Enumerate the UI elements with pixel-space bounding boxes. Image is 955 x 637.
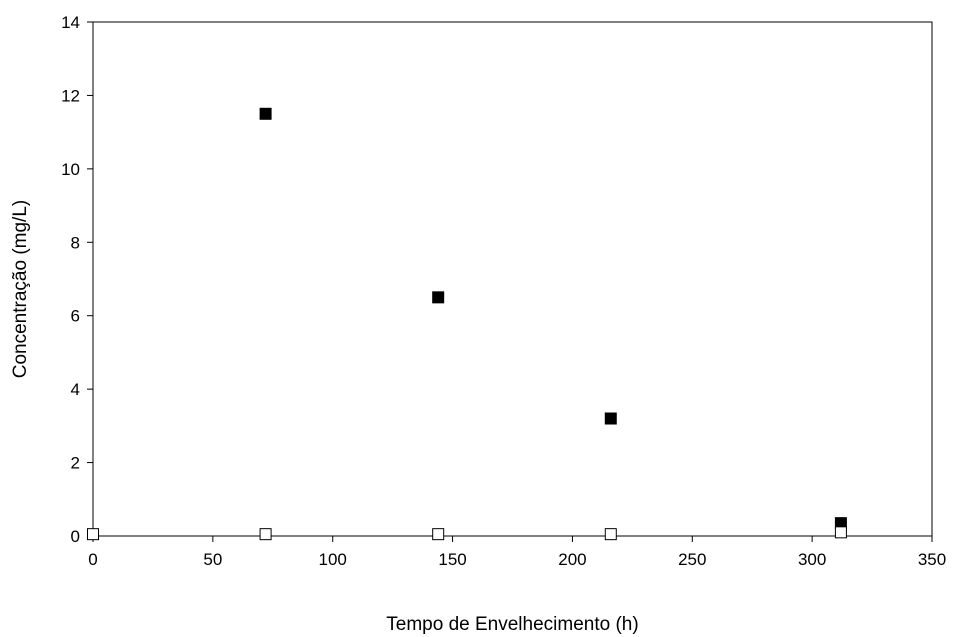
x-tick-label: 0: [88, 550, 97, 569]
x-axis-title: Tempo de Envelhecimento (h): [386, 614, 638, 635]
x-tick-label: 100: [319, 550, 347, 569]
y-tick-label: 0: [71, 527, 80, 546]
x-tick-label: 350: [918, 550, 946, 569]
y-tick-label: 2: [71, 454, 80, 473]
open-square-point: [87, 528, 99, 541]
plot-frame: [92, 21, 933, 537]
y-tick-label: 8: [71, 233, 80, 252]
open-square-point: [834, 526, 847, 539]
x-tick-label: 200: [558, 550, 586, 569]
x-tick-label: 50: [203, 550, 222, 569]
y-tick-label: 4: [71, 380, 80, 399]
x-tick-label: 300: [798, 550, 826, 569]
y-tick-label: 6: [71, 307, 80, 326]
open-square-point: [259, 528, 272, 541]
filled-square-point: [604, 412, 617, 425]
x-axis-ticks: 0 50 100 150 200 250 300 350: [88, 536, 946, 569]
y-tick-label: 10: [61, 160, 80, 179]
open-square-point: [432, 528, 445, 541]
filled-square-point: [259, 107, 272, 120]
x-tick-label: 250: [678, 550, 706, 569]
x-tick-label: 150: [438, 550, 466, 569]
plot-area: [92, 21, 933, 537]
filled-square-point: [432, 291, 445, 304]
y-tick-label: 14: [61, 13, 80, 32]
data-markers: [87, 107, 847, 541]
y-axis-title: Concentração (mg/L): [10, 200, 31, 378]
y-tick-label: 12: [61, 86, 80, 105]
y-axis-ticks: 0 2 4 6 8 10 12 14: [61, 13, 93, 546]
open-square-point: [604, 528, 617, 541]
